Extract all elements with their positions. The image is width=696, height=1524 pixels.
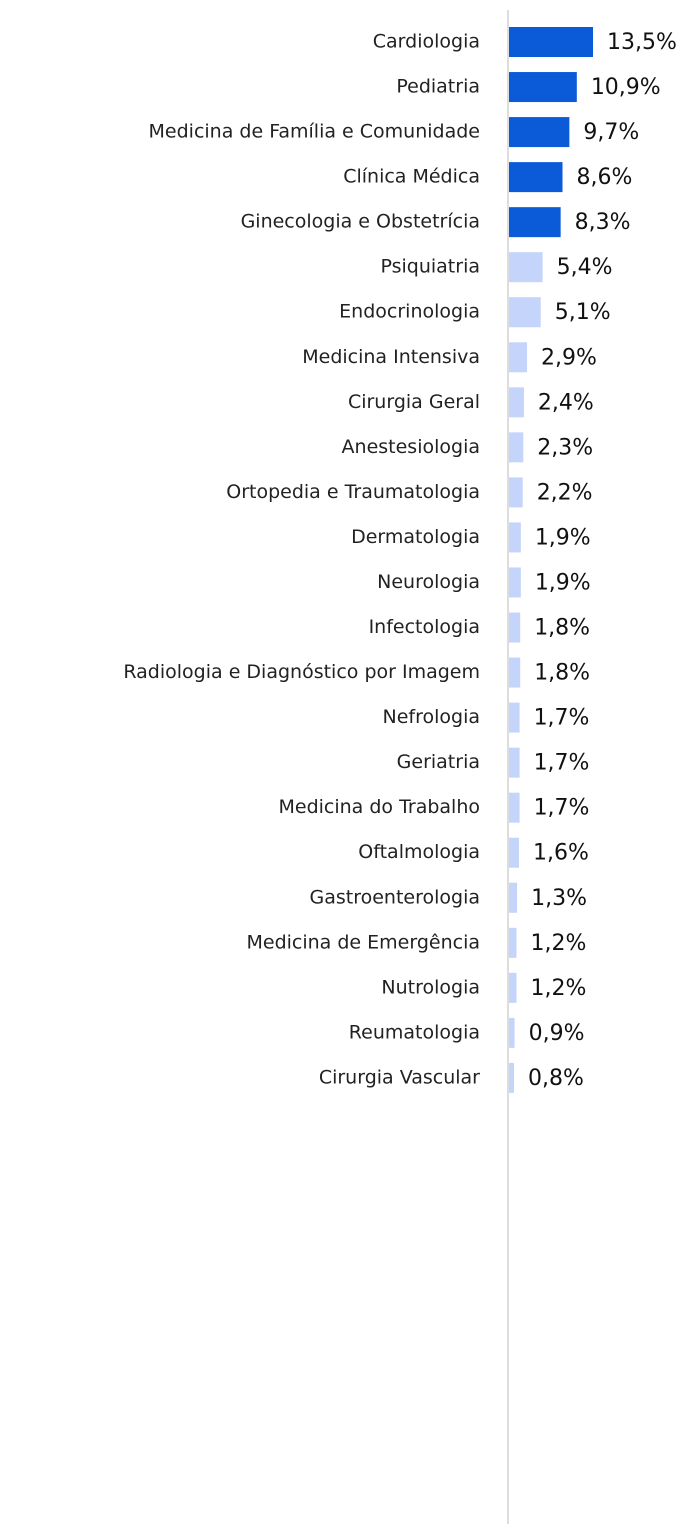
bar — [509, 972, 517, 1003]
category-label: Medicina Intensiva — [302, 346, 480, 368]
value-label: 1,7% — [534, 751, 590, 776]
value-label: 1,2% — [530, 931, 586, 956]
bar — [509, 297, 541, 328]
bar — [509, 837, 519, 868]
category-label: Cirurgia Geral — [348, 391, 480, 413]
category-label: Oftalmologia — [358, 841, 480, 863]
category-label: Medicina de Família e Comunidade — [149, 121, 480, 143]
value-label: 1,7% — [534, 796, 590, 821]
category-label: Ortopedia e Traumatologia — [226, 481, 480, 503]
category-label: Psiquiatria — [380, 256, 480, 278]
category-label: Nefrologia — [383, 706, 481, 728]
value-label: 2,2% — [537, 480, 593, 505]
category-label: Cardiologia — [373, 31, 480, 53]
category-label: Ginecologia e Obstetrícia — [241, 211, 480, 233]
bar — [509, 702, 520, 733]
category-label: Medicina de Emergência — [246, 931, 480, 953]
category-label: Reumatologia — [349, 1021, 480, 1043]
category-label: Neurologia — [377, 571, 480, 593]
value-label: 1,8% — [534, 616, 590, 641]
category-label: Anestesiologia — [342, 436, 480, 458]
value-label: 0,9% — [529, 1021, 585, 1046]
category-label: Pediatria — [396, 76, 480, 98]
bar — [509, 477, 523, 508]
bar — [509, 522, 521, 553]
category-label: Nutrologia — [381, 976, 480, 998]
bar — [509, 387, 524, 418]
category-label: Clínica Médica — [343, 166, 480, 188]
value-label: 5,4% — [557, 255, 613, 280]
category-label: Cirurgia Vascular — [319, 1066, 480, 1088]
value-label: 13,5% — [607, 30, 677, 55]
bar — [509, 207, 561, 238]
value-label: 2,3% — [537, 435, 593, 460]
value-label: 1,3% — [531, 886, 587, 911]
value-label: 2,4% — [538, 390, 594, 415]
value-label: 5,1% — [555, 300, 611, 325]
value-label: 9,7% — [583, 120, 639, 145]
category-label: Infectologia — [369, 616, 480, 638]
value-label: 0,8% — [528, 1066, 584, 1091]
value-label: 1,8% — [534, 661, 590, 686]
value-label: 1,9% — [535, 525, 591, 550]
bar — [509, 612, 521, 643]
value-label: 1,6% — [533, 841, 589, 866]
category-label: Dermatologia — [351, 526, 480, 548]
bar — [509, 72, 577, 103]
bar — [509, 27, 593, 57]
value-label: 10,9% — [591, 75, 661, 100]
bar — [509, 882, 518, 913]
value-label: 8,6% — [577, 165, 633, 190]
bar — [509, 1017, 515, 1048]
bar — [509, 1062, 514, 1093]
value-label: 1,9% — [535, 570, 591, 595]
category-label: Endocrinologia — [339, 301, 480, 323]
category-label: Medicina do Trabalho — [278, 796, 480, 818]
category-label: Radiologia e Diagnóstico por Imagem — [123, 661, 480, 683]
bar — [509, 657, 521, 688]
bar — [509, 342, 528, 373]
value-label: 1,2% — [530, 976, 586, 1001]
bar — [509, 747, 520, 778]
bar — [509, 117, 570, 148]
value-label: 2,9% — [541, 345, 597, 370]
bar — [509, 432, 524, 463]
bar — [509, 567, 521, 598]
category-label: Geriatria — [397, 751, 480, 773]
bar — [509, 792, 520, 823]
bar — [509, 927, 517, 958]
bar — [509, 252, 543, 283]
value-label: 8,3% — [575, 210, 631, 235]
category-label: Gastroenterologia — [309, 886, 480, 908]
value-label: 1,7% — [534, 706, 590, 731]
bar — [509, 162, 563, 193]
